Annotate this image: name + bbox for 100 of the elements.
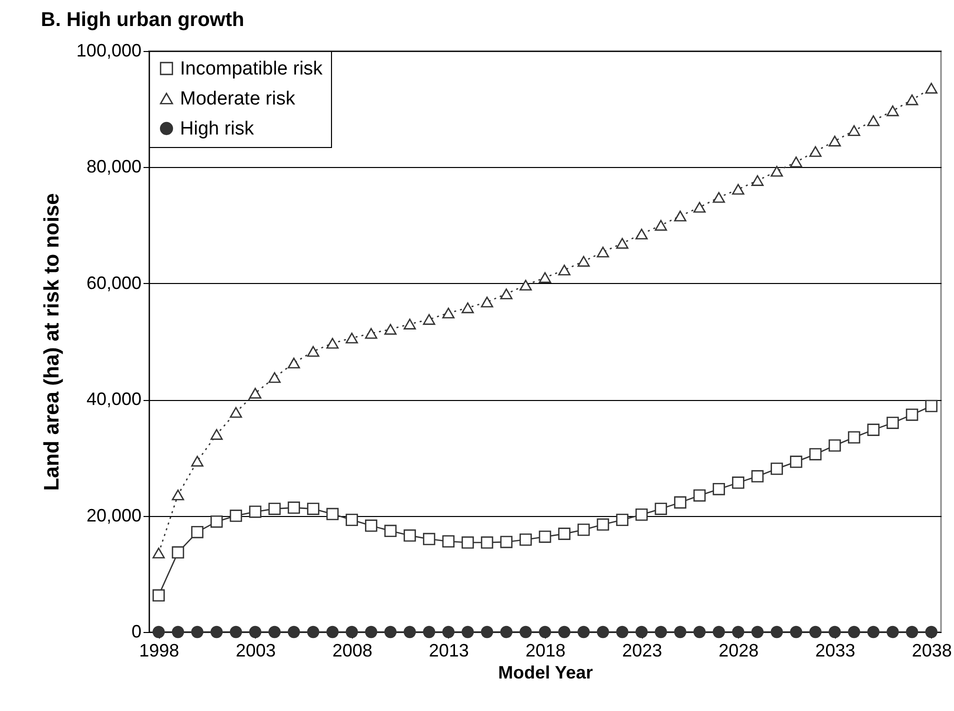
x-tick-label: 2008 — [332, 640, 372, 660]
point — [172, 489, 184, 500]
point — [790, 156, 802, 168]
x-tick-label: 1998 — [139, 640, 180, 660]
point — [249, 388, 262, 399]
point — [616, 238, 628, 249]
point — [288, 358, 300, 368]
point — [925, 626, 938, 638]
point — [422, 532, 436, 546]
point — [326, 338, 339, 349]
point — [230, 626, 242, 638]
point — [538, 272, 552, 283]
point — [307, 626, 320, 638]
point — [674, 496, 686, 509]
point — [520, 626, 532, 638]
point — [867, 115, 880, 126]
point — [790, 456, 802, 468]
point — [886, 626, 899, 638]
point — [384, 626, 397, 638]
point — [906, 94, 918, 106]
point — [906, 408, 918, 421]
point — [500, 626, 512, 638]
point — [404, 318, 416, 330]
legend-label: High risk — [180, 118, 254, 140]
x-tick-label: 2033 — [815, 640, 856, 660]
point — [365, 520, 378, 532]
point — [520, 280, 532, 291]
point — [152, 589, 165, 602]
point — [828, 626, 841, 638]
point — [596, 626, 610, 638]
point — [230, 406, 242, 418]
point — [462, 302, 474, 314]
y-tick-label: 0 — [131, 622, 142, 642]
point — [442, 308, 455, 318]
x-tick-label: 2023 — [622, 640, 662, 660]
point — [462, 536, 474, 549]
point — [462, 626, 474, 638]
point — [828, 439, 841, 452]
x-tick-label: 2018 — [525, 640, 566, 660]
point — [249, 626, 262, 638]
point — [520, 533, 532, 546]
point — [558, 264, 570, 276]
point — [230, 510, 242, 522]
point — [770, 462, 783, 475]
point — [867, 626, 880, 638]
point — [191, 626, 204, 638]
x-tick-label: 2028 — [718, 640, 759, 660]
point — [886, 416, 899, 429]
x-tick-label: 2038 — [912, 640, 952, 660]
point — [404, 529, 416, 542]
point — [809, 448, 822, 460]
point — [732, 626, 744, 638]
point — [538, 530, 552, 543]
point — [712, 626, 725, 638]
point — [925, 400, 938, 412]
point — [326, 626, 339, 638]
point — [191, 456, 204, 467]
point — [191, 526, 204, 538]
point — [326, 508, 339, 520]
point — [307, 346, 320, 357]
point — [307, 502, 320, 515]
point — [886, 105, 899, 116]
point — [635, 626, 648, 638]
point — [654, 502, 668, 515]
point — [268, 372, 281, 383]
point — [365, 328, 378, 339]
point — [249, 506, 262, 518]
point — [596, 518, 610, 531]
legend-label: Moderate risk — [180, 88, 296, 110]
x-tick-label: 2003 — [236, 640, 276, 660]
point — [596, 246, 610, 258]
point — [404, 626, 416, 638]
point — [674, 210, 686, 222]
point — [790, 626, 802, 638]
point — [500, 536, 512, 548]
point — [558, 528, 570, 540]
point — [732, 476, 744, 489]
point — [616, 626, 628, 638]
point — [384, 524, 397, 538]
point — [442, 626, 455, 638]
point — [654, 626, 668, 638]
point — [828, 136, 841, 146]
y-tick-label: 20,000 — [86, 505, 142, 526]
x-tick-label: 2013 — [428, 640, 469, 660]
point — [365, 626, 378, 638]
point — [848, 125, 860, 136]
point — [616, 514, 628, 526]
point — [848, 626, 860, 638]
point — [809, 146, 822, 157]
x-axis-title: Model Year — [498, 662, 593, 682]
point — [693, 202, 706, 213]
legend-label: Incompatible risk — [180, 58, 324, 80]
point — [210, 515, 223, 528]
point — [751, 626, 764, 638]
point — [906, 626, 918, 638]
point — [751, 470, 764, 482]
point — [172, 546, 184, 559]
point — [422, 626, 436, 638]
point — [712, 482, 725, 496]
point — [538, 626, 552, 638]
